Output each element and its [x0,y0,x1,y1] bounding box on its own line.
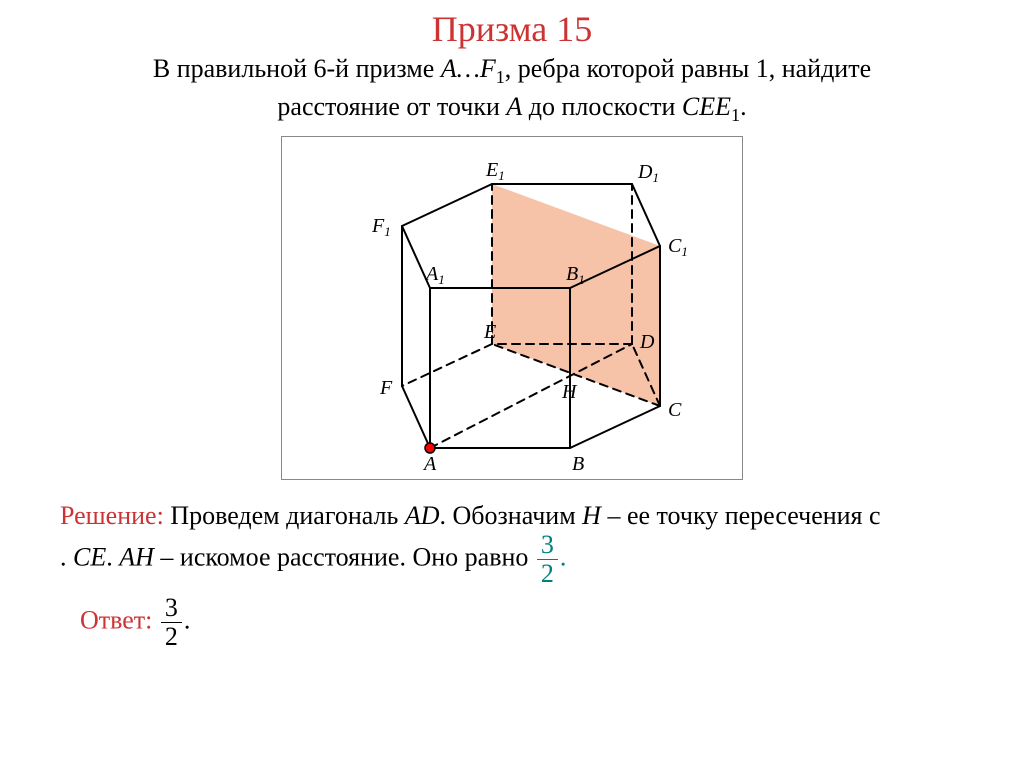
diagram-container: E1D1F1C1A1B1EDFCABH [0,136,1024,485]
dot: . [560,543,567,572]
fraction-den: 2 [537,560,558,587]
svg-text:E1: E1 [485,159,505,183]
problem-statement: В правильной 6-й призме A…F1, ребра кото… [0,50,1024,128]
solution-seg: AH [119,543,154,572]
solution-seg: CE [73,543,106,572]
problem-text: , ребра которой равны 1, найдите [505,54,871,83]
answer-label: Ответ: [80,606,152,635]
subscript: 1 [496,67,505,87]
svg-text:C1: C1 [668,235,688,259]
dot: . [740,92,747,121]
answer-block: Ответ: 3 2 . [0,587,1024,650]
fraction-num: 3 [161,595,182,623]
solution-point: H [582,501,601,530]
svg-text:A: A [422,453,437,473]
problem-formula: A…F [441,54,496,83]
svg-text:D1: D1 [637,161,659,185]
slide-title: Призма 15 [0,0,1024,50]
problem-text: В правильной 6-й призме [153,54,441,83]
subscript: 1 [731,105,740,125]
solution-text: . [106,543,119,572]
solution-text: Проведем диагональ [164,501,405,530]
svg-text:C: C [668,399,682,421]
solution-text: – искомое расстояние. Оно равно [154,543,535,572]
problem-point: A [506,92,522,121]
problem-text: до плоскости [522,92,682,121]
solution-text: – ее точку пересечения с [601,501,881,530]
fraction-den: 2 [161,623,182,650]
solution-label: Решение: [60,501,164,530]
t: . [60,543,73,572]
problem-plane: CEE [682,92,731,121]
solution-block: Решение: Проведем диагональ AD. Обозначи… [0,485,1024,588]
svg-text:D: D [639,331,655,353]
svg-text:H: H [561,381,578,403]
svg-text:F1: F1 [371,215,391,239]
fraction-num: 3 [537,532,558,560]
svg-text:A1: A1 [424,263,445,287]
dot: . [184,606,191,635]
solution-text2: . [60,543,73,572]
diagram-border: E1D1F1C1A1B1EDFCABH [281,136,743,480]
problem-text: расстояние от точки [277,92,506,121]
prism-diagram: E1D1F1C1A1B1EDFCABH [302,143,722,473]
fraction-answer-inline: 3 2 [537,532,558,587]
svg-text:B: B [572,453,584,473]
solution-text: . Обозначим [440,501,583,530]
solution-seg: AD [405,501,440,530]
fraction-answer: 3 2 [161,595,182,650]
svg-text:F: F [379,377,393,399]
svg-text:E: E [483,321,496,343]
